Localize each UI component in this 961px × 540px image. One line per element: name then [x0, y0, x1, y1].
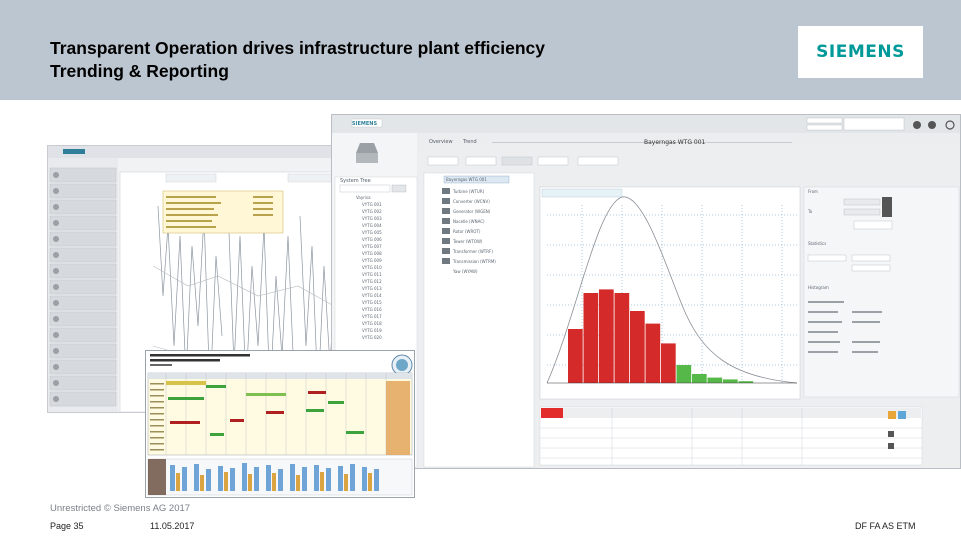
screenshot-report-table: [145, 350, 415, 498]
slide-title: Transparent Operation drives infrastruct…: [50, 37, 545, 83]
system-tree-title: System Tree: [340, 178, 371, 184]
tree-item[interactable]: VYTG 011: [362, 272, 382, 277]
component-item[interactable]: Nacelle (WNAC): [453, 219, 485, 224]
tree-item[interactable]: VYTG 016: [362, 307, 382, 312]
right-panel-label-statistics: Statistics: [808, 241, 827, 246]
tree-item[interactable]: VYTG 013: [362, 286, 382, 291]
histogram-bar-green: [707, 377, 723, 383]
histogram-bar-red: [614, 293, 630, 383]
tree-item[interactable]: VYTG 008: [362, 251, 382, 256]
tree-item[interactable]: VYTG 010: [362, 265, 382, 270]
histogram-bar-red: [583, 293, 599, 383]
screenshot-plant-application-graphic: [332, 115, 960, 468]
app-brand-label: SIEMENS: [352, 121, 378, 127]
app-window-title: Bayerngas WTG 001: [644, 139, 706, 146]
footer-department: DF FA AS ETM: [855, 521, 916, 531]
slide-title-line-1: Transparent Operation drives infrastruct…: [50, 38, 545, 58]
siemens-logo: SIEMENS: [798, 26, 923, 78]
footer-date: 11.05.2017: [150, 521, 195, 531]
histogram-red-bars: [568, 289, 676, 383]
tree-item[interactable]: VYTG 001: [362, 202, 382, 207]
right-panel-label-to: To: [808, 209, 813, 214]
screenshot-plant-application: SIEMENS Bayerngas WTG 001 Overview Trend…: [331, 114, 961, 469]
tree-item[interactable]: VYTG 017: [362, 314, 382, 319]
histogram-bar-red: [568, 329, 583, 383]
tree-item[interactable]: VYTG 020: [362, 335, 382, 340]
component-item[interactable]: Bayerngas WTG 001: [446, 177, 487, 182]
footer-page-number: Page 35: [50, 521, 84, 531]
siemens-logo-text: SIEMENS: [816, 42, 905, 62]
header-band: Transparent Operation drives infrastruct…: [0, 0, 961, 100]
footer-copyright: Unrestricted © Siemens AG 2017: [50, 503, 191, 514]
histogram-bar-red: [599, 289, 614, 383]
histogram-bar-red: [630, 311, 645, 383]
histogram-bar-green: [692, 374, 707, 383]
component-item[interactable]: Turbine (WTUR): [453, 189, 485, 194]
tree-item[interactable]: VYTG 007: [362, 244, 382, 249]
component-item[interactable]: Transmission (WTRM): [453, 259, 496, 264]
tree-item[interactable]: VYTG 014: [362, 293, 382, 298]
histogram-bar-red: [645, 323, 661, 383]
power-curve-line: [546, 196, 798, 384]
tree-item[interactable]: VYTG 002: [362, 209, 382, 214]
component-item[interactable]: Rotor (WROT): [453, 229, 481, 234]
tree-item[interactable]: Vayrisa: [356, 195, 371, 200]
tree-item[interactable]: VYTG 003: [362, 216, 382, 221]
tree-item[interactable]: VYTG 018: [362, 321, 382, 326]
tree-item[interactable]: VYTG 005: [362, 230, 382, 235]
component-item[interactable]: Converter (WCNV): [453, 199, 490, 204]
right-panel-label-histogram: Histogram: [808, 285, 829, 290]
histogram-bar-green: [723, 379, 738, 383]
histogram-bar-green: [738, 381, 754, 383]
histogram-green-bars: [676, 365, 754, 383]
tree-item[interactable]: VYTG 015: [362, 300, 382, 305]
app-tab-trend[interactable]: Trend: [463, 139, 477, 145]
tree-item[interactable]: VYTG 009: [362, 258, 382, 263]
app-tab-overview[interactable]: Overview: [429, 139, 453, 145]
tree-item[interactable]: VYTG 019: [362, 328, 382, 333]
slide-title-line-2: Trending & Reporting: [50, 61, 229, 81]
screenshot-report-table-graphic: [147, 354, 413, 496]
histogram-bar-green: [676, 365, 692, 383]
tree-item[interactable]: VYTG 012: [362, 279, 382, 284]
component-item[interactable]: Generator (WGEN): [453, 209, 491, 214]
component-item[interactable]: Transformer (WTRF): [453, 249, 493, 254]
component-item[interactable]: Tower (WTOW): [453, 239, 483, 244]
right-panel-label-from: From: [808, 189, 818, 194]
component-item[interactable]: Yaw (WYAW): [453, 269, 478, 274]
tree-item[interactable]: VYTG 006: [362, 237, 382, 242]
tree-item[interactable]: VYTG 004: [362, 223, 382, 228]
histogram-bar-red: [661, 343, 676, 383]
